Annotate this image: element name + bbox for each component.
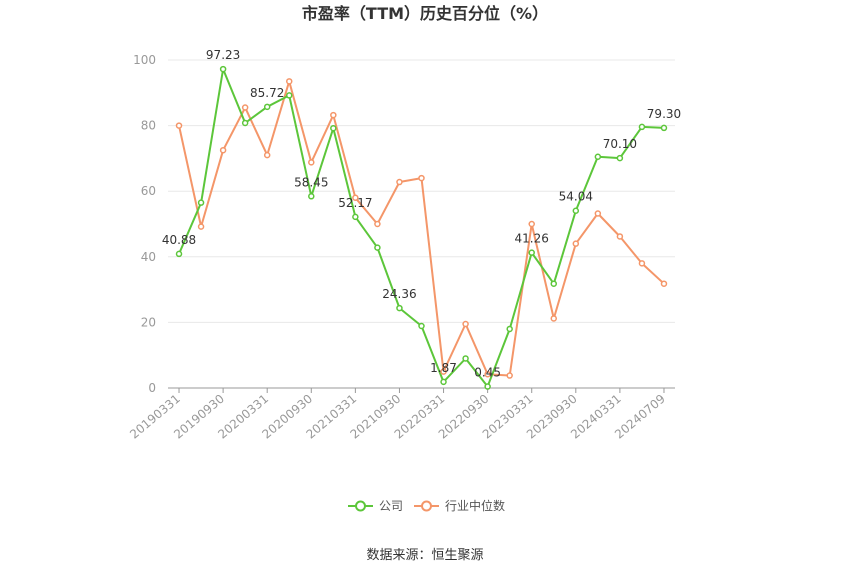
data-point[interactable] [396,304,403,312]
data-point[interactable] [550,315,558,322]
data-point[interactable] [440,378,447,386]
data-point[interactable] [285,92,293,99]
data-point[interactable] [660,280,668,287]
data-point[interactable] [197,223,205,230]
data-point[interactable] [572,207,580,214]
data-point[interactable] [418,174,425,182]
y-tick-label: 40 [141,250,156,264]
data-label: 0.45 [474,366,501,380]
data-point[interactable] [330,124,337,132]
data-point[interactable] [506,372,513,379]
data-point[interactable] [528,249,535,256]
data-point[interactable] [241,119,249,127]
data-label: 40.88 [162,233,196,247]
data-label: 85.72 [250,86,284,100]
data-label: 41.26 [515,232,549,246]
data-point[interactable] [352,194,359,202]
data-point[interactable] [484,370,491,378]
data-point[interactable] [308,159,315,166]
data-point[interactable] [484,383,491,390]
data-source: 数据来源：恒生聚源 [366,548,483,563]
legend-label-industry-median: 行业中位数 [445,498,505,513]
series-line-0 [178,68,665,388]
data-point[interactable] [462,320,469,328]
data-point[interactable] [616,233,624,240]
data-point[interactable] [638,260,646,267]
y-tick-label: 0 [148,381,156,395]
data-point[interactable] [374,244,381,251]
data-point[interactable] [219,65,227,73]
data-point[interactable] [660,124,668,132]
data-point[interactable] [396,178,403,186]
data-point[interactable] [418,322,425,330]
data-point[interactable] [263,103,271,111]
data-point[interactable] [352,213,359,221]
data-point[interactable] [197,199,205,206]
data-point[interactable] [506,325,513,333]
y-axis: 0 20 40 60 80 100 [133,53,156,395]
data-point[interactable] [616,154,624,162]
data-label: 97.23 [206,48,240,62]
data-point[interactable] [550,280,558,287]
y-tick-label: 20 [141,315,156,329]
data-label: 79.30 [647,107,681,121]
data-labels: 40.88 97.23 85.72 58.45 52.17 24.36 1.87 0.45 41… [162,48,681,379]
data-label: 1.87 [430,361,457,375]
data-point[interactable] [638,123,646,131]
data-point[interactable] [594,210,602,217]
legend-marker-company [355,500,366,512]
data-label: 58.45 [294,175,328,189]
y-tick-label: 80 [141,119,156,133]
y-tick-label: 60 [141,184,156,198]
data-label: 52.17 [338,196,372,210]
data-point[interactable] [330,111,337,119]
legend-marker-industry-median [421,500,432,512]
data-point[interactable] [308,193,315,200]
data-label: 70.10 [603,137,637,151]
series-points [175,65,668,390]
legend: 公司 行业中位数 [348,498,505,513]
data-point[interactable] [175,122,183,129]
y-tick-label: 100 [133,53,156,67]
data-point[interactable] [219,146,227,154]
legend-item-company[interactable]: 公司 [348,499,403,513]
legend-item-industry-median[interactable]: 行业中位数 [414,498,505,513]
data-point[interactable] [462,355,469,362]
data-point[interactable] [374,220,381,228]
data-point[interactable] [594,153,602,161]
data-label: 24.36 [382,287,416,301]
data-point[interactable] [528,220,535,228]
y-gridlines [168,59,675,323]
series-lines [178,68,665,388]
data-point[interactable] [241,104,249,111]
x-axis: 2019033120190930202003312020093020210331… [127,387,675,442]
data-point[interactable] [263,151,271,159]
data-point[interactable] [440,368,447,375]
chart-title: 市盈率（TTM）历史百分位（%） [302,4,548,23]
legend-label-company: 公司 [379,499,403,513]
data-point[interactable] [175,250,183,258]
data-point[interactable] [285,78,293,85]
data-label: 54.04 [559,190,593,204]
data-point[interactable] [572,240,580,247]
